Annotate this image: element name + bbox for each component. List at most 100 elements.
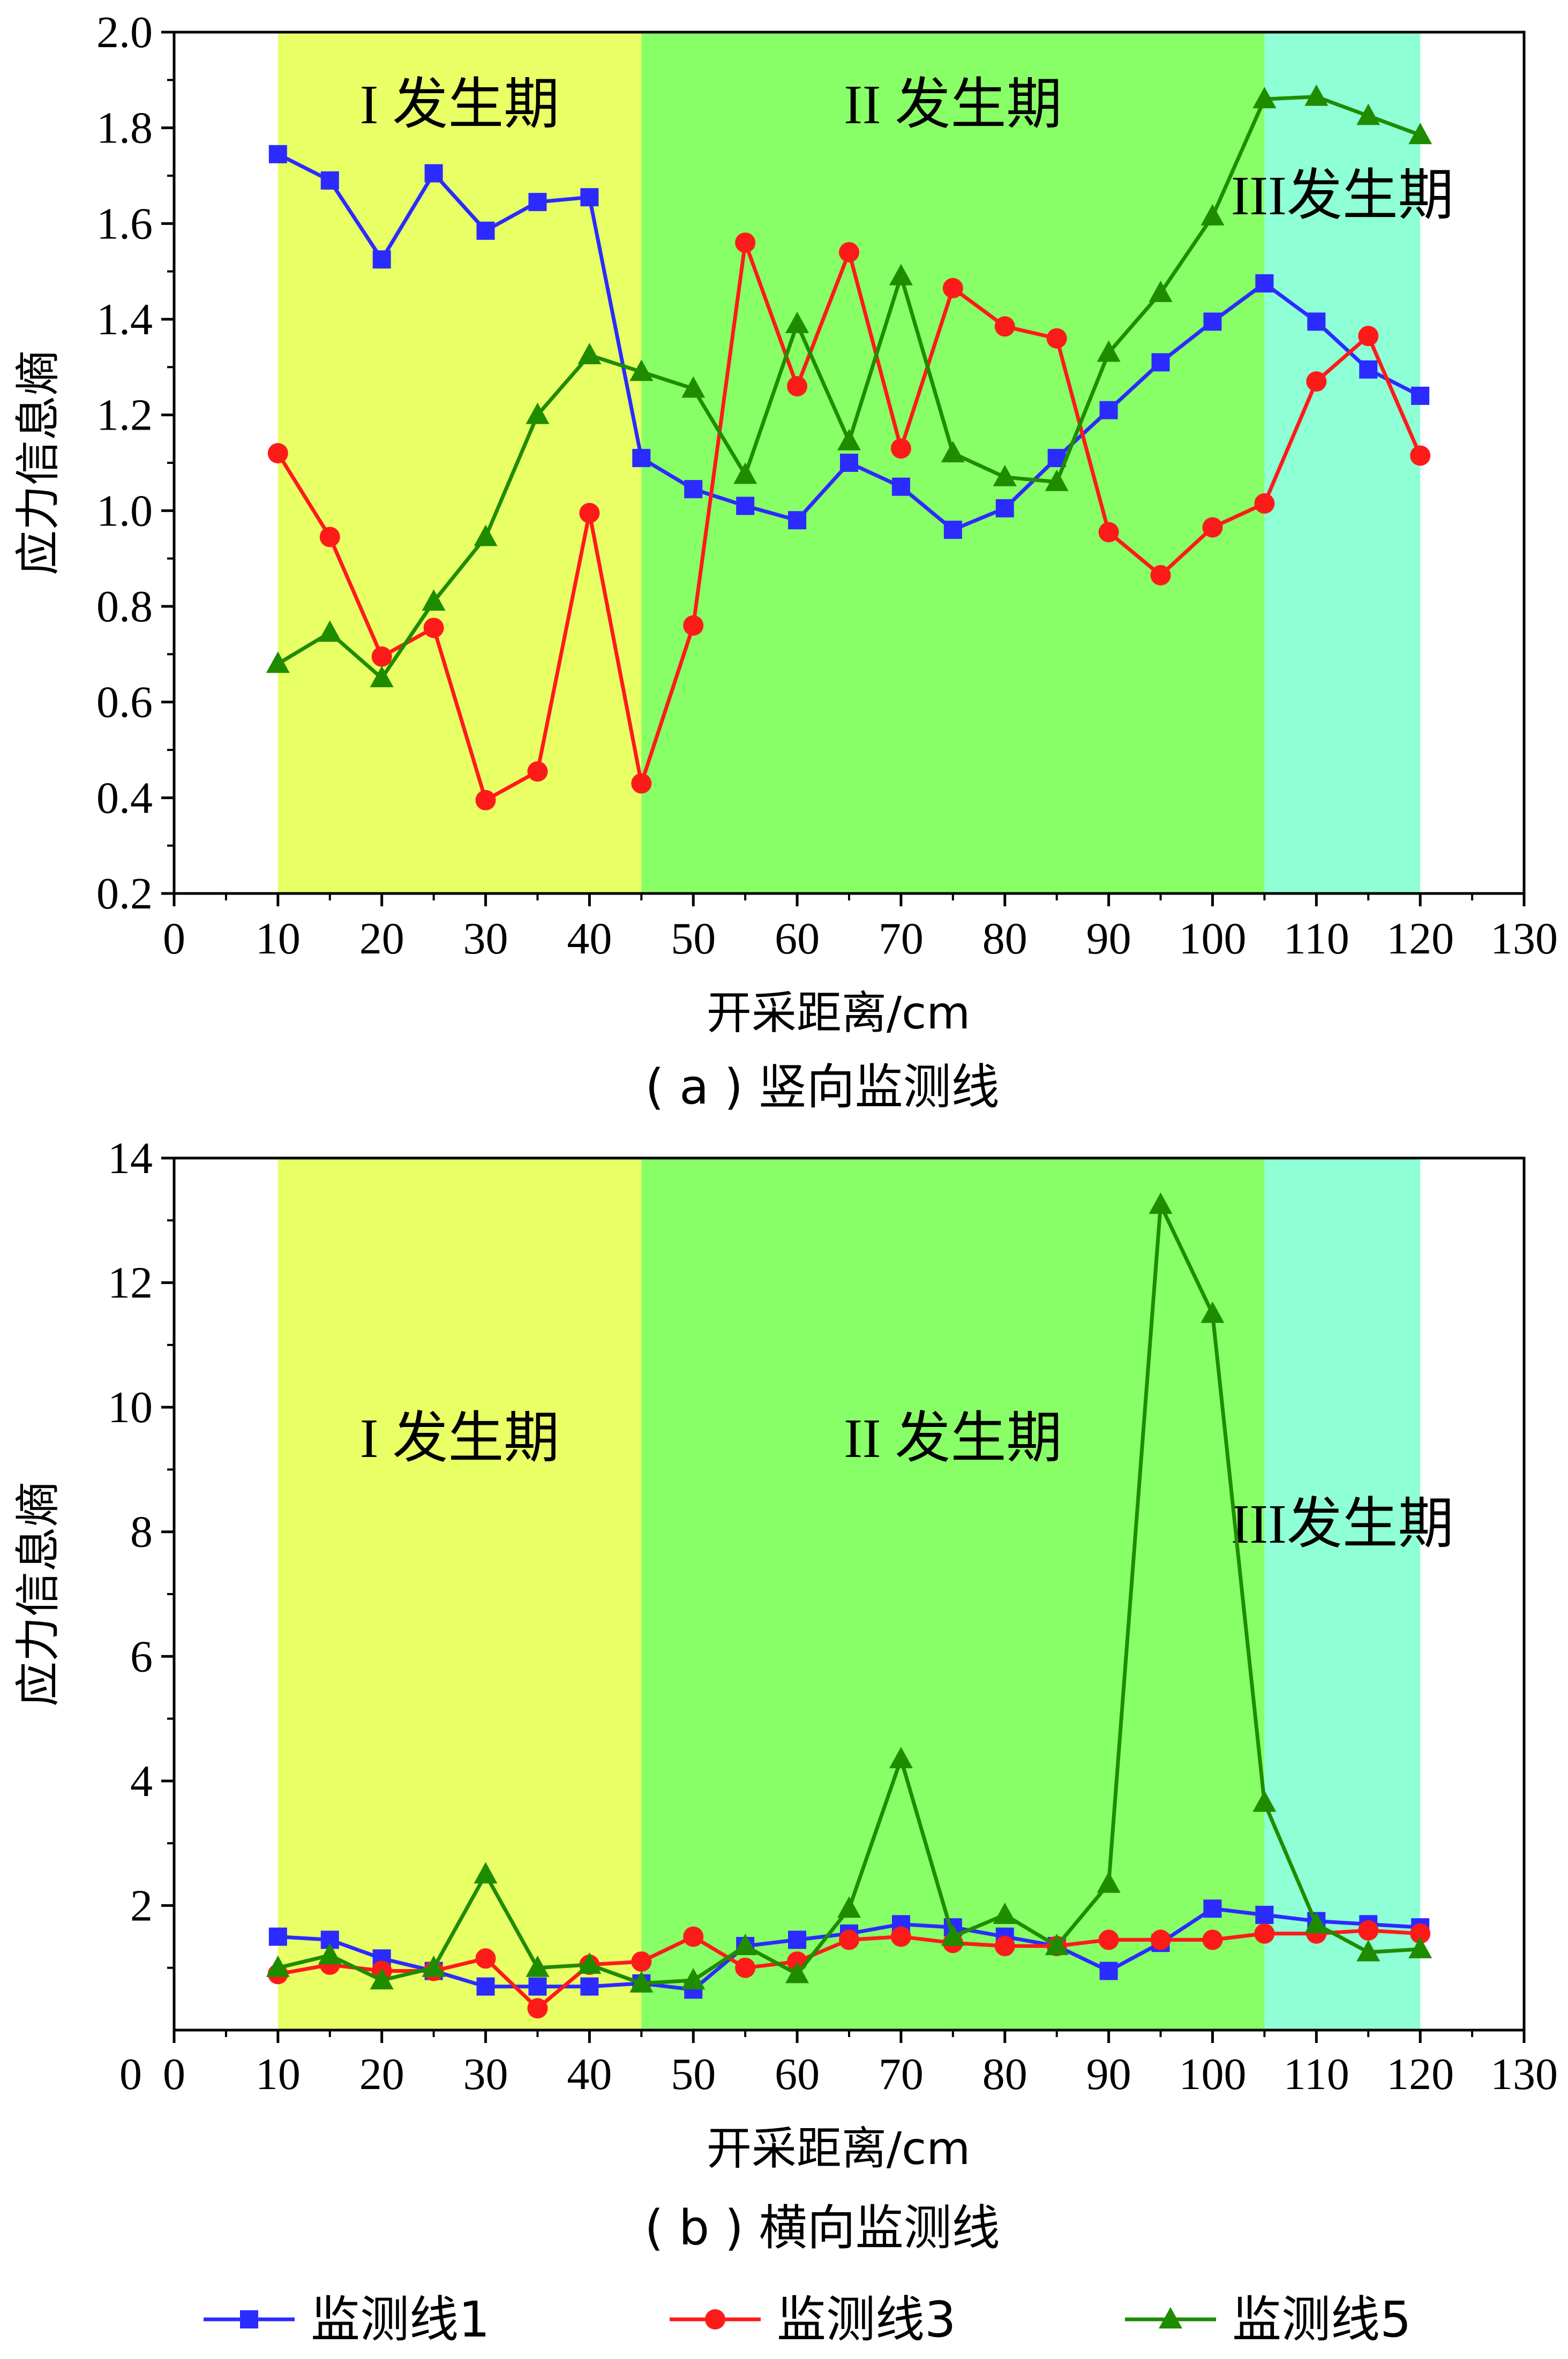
y-tick-label: 10 [108, 1383, 153, 1432]
data-point [1202, 517, 1223, 538]
data-point [632, 449, 651, 468]
legend-marker [1159, 2307, 1182, 2328]
data-point [993, 1902, 1017, 1924]
legend-item-1: 监测线1 [204, 2291, 490, 2348]
y-tick-label: 1.0 [96, 486, 153, 536]
legend-label: 监测线3 [777, 2291, 956, 2348]
data-point [580, 1977, 599, 1996]
data-point [994, 316, 1015, 337]
data-point [1359, 360, 1378, 379]
data-point [577, 343, 602, 364]
data-point [1356, 103, 1381, 125]
legend-marker [240, 2310, 258, 2328]
data-point [1098, 522, 1119, 543]
data-point [1408, 123, 1432, 145]
y-tick-label: 1.4 [96, 295, 153, 344]
data-point [526, 1955, 550, 1977]
y-tick-label: 2 [130, 1881, 153, 1930]
data-point [370, 1967, 394, 1989]
legend-label: 监测线1 [311, 2291, 490, 2348]
x-tick-label: 60 [775, 2049, 820, 2099]
data-point [681, 1967, 706, 1989]
data-point [527, 1998, 548, 2019]
data-point [527, 761, 548, 782]
x-tick-label: 20 [359, 914, 404, 964]
data-point [1151, 353, 1170, 372]
data-point [1202, 1929, 1223, 1950]
y-tick-label: 12 [108, 1258, 153, 1308]
y-tick-label: 0.8 [96, 582, 153, 632]
legend-marker [705, 2309, 725, 2330]
data-point [1356, 1940, 1381, 1962]
data-point [1358, 1920, 1379, 1941]
data-point [1149, 1192, 1173, 1214]
data-point [1252, 87, 1277, 109]
x-axis-title: 开采距离/cm [707, 987, 970, 1039]
series-3 [266, 1192, 1432, 1993]
data-point [1307, 312, 1326, 331]
data-point [1255, 1905, 1274, 1924]
x-tick-label: 80 [982, 2049, 1027, 2099]
zone-band-2 [641, 32, 1265, 893]
data-point [889, 1747, 913, 1769]
zone-label-2: II 发生期 [844, 74, 1062, 136]
data-point [736, 497, 755, 515]
data-point [371, 646, 392, 667]
data-point [372, 250, 391, 269]
data-point [733, 1934, 757, 1956]
data-point [474, 524, 498, 546]
x-tick-label: 130 [1490, 914, 1558, 964]
data-point [1254, 1923, 1275, 1944]
data-point [320, 171, 339, 190]
x-tick-label: 90 [1086, 914, 1131, 964]
panel-caption: ( b ) 横向监测线 [644, 2200, 1000, 2256]
data-point [1045, 469, 1069, 491]
data-point [1254, 493, 1275, 514]
data-point [528, 1977, 547, 1996]
data-point [268, 145, 287, 163]
data-point [1097, 340, 1121, 362]
data-point [1304, 1912, 1329, 1934]
zone-label-3: III发生期 [1231, 1493, 1454, 1555]
y-axis-title: 应力信息熵 [12, 350, 64, 575]
data-point [1203, 1899, 1222, 1918]
data-point [1201, 204, 1225, 226]
data-point [526, 402, 550, 424]
data-point [629, 1971, 654, 1993]
x-tick-label: 10 [256, 914, 301, 964]
data-point [1411, 386, 1430, 405]
y-tick-label: 4 [130, 1756, 153, 1806]
data-point [475, 790, 496, 810]
data-point [422, 589, 446, 611]
data-point [1045, 1934, 1069, 1956]
x-tick-label: 30 [463, 2049, 508, 2099]
x-tick-label: 70 [879, 914, 924, 964]
x-tick-label: 110 [1284, 914, 1349, 964]
x-tick-label: 120 [1386, 2049, 1454, 2099]
x-tick-label: 0 [163, 914, 185, 964]
data-point [839, 1929, 859, 1950]
data-point [837, 429, 861, 450]
data-point [1149, 280, 1173, 302]
zone-band-3 [1264, 32, 1421, 893]
x-tick-label: 30 [463, 914, 508, 964]
data-point [840, 454, 858, 472]
y-origin-label: 0 [119, 2049, 142, 2099]
y-tick-label: 0.6 [96, 678, 153, 727]
data-point [839, 242, 859, 262]
data-point [579, 502, 600, 523]
data-point [785, 311, 809, 333]
data-point [681, 376, 706, 398]
x-axis-title: 开采距离/cm [707, 2122, 970, 2175]
panel-caption: ( a ) 竖向监测线 [645, 1059, 999, 1115]
data-point [475, 1948, 496, 1969]
data-point [318, 620, 342, 642]
data-point [1203, 312, 1222, 331]
data-point [319, 527, 340, 547]
y-tick-label: 1.8 [96, 103, 153, 153]
chart-a-vertical-monitoring-lines: I 发生期 II 发生期 III发生期 0 10 20 30 40 50 60 70 80 90 100 1… [12, 7, 1558, 1115]
data-point [994, 1936, 1015, 1957]
data-point [476, 221, 495, 240]
data-point [267, 443, 288, 464]
